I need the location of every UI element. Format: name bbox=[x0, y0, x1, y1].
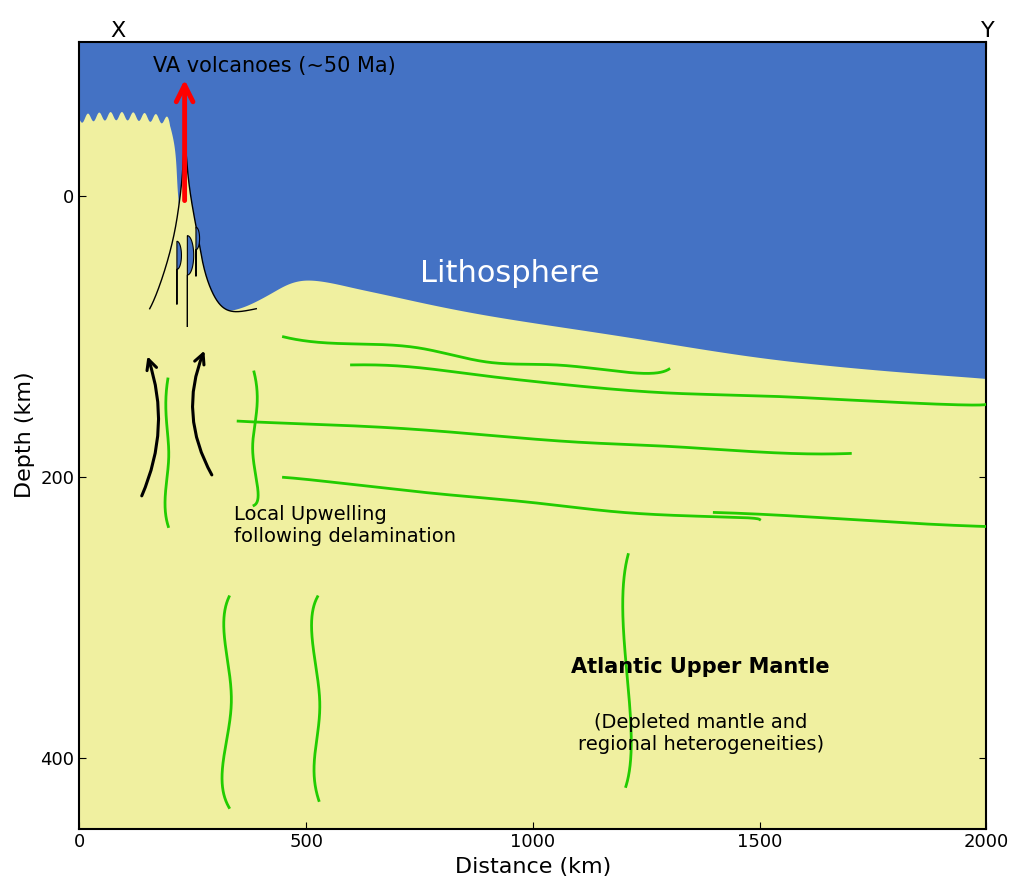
X-axis label: Distance (km): Distance (km) bbox=[455, 857, 611, 877]
Polygon shape bbox=[80, 42, 986, 379]
Text: Local Upwelling
following delamination: Local Upwelling following delamination bbox=[233, 506, 456, 547]
Polygon shape bbox=[187, 235, 194, 327]
Text: VA volcanoes (~50 Ma): VA volcanoes (~50 Ma) bbox=[153, 56, 396, 76]
Polygon shape bbox=[150, 140, 256, 477]
Y-axis label: Depth (km): Depth (km) bbox=[15, 372, 35, 499]
Text: X: X bbox=[111, 21, 125, 41]
Text: (Depleted mantle and
regional heterogeneities): (Depleted mantle and regional heterogene… bbox=[578, 713, 823, 754]
Polygon shape bbox=[177, 241, 181, 304]
Text: Y: Y bbox=[981, 21, 995, 41]
Text: Lithosphere: Lithosphere bbox=[421, 259, 600, 288]
Text: Atlantic Upper Mantle: Atlantic Upper Mantle bbox=[571, 657, 830, 677]
Polygon shape bbox=[196, 227, 200, 277]
